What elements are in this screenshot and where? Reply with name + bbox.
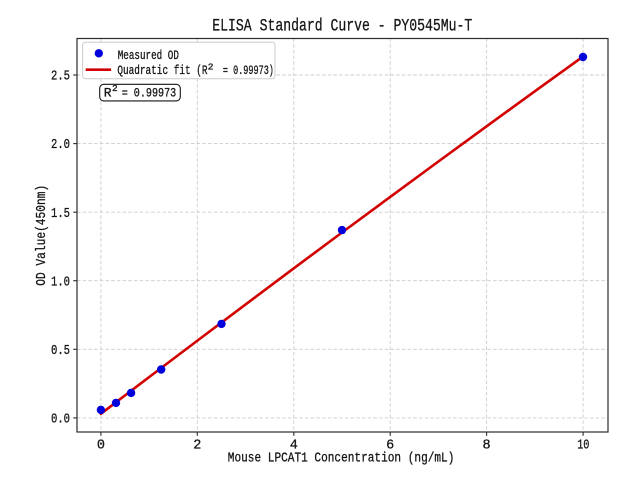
- svg-text:1.0: 1.0: [51, 275, 70, 290]
- svg-text:= 0.99973: = 0.99973: [122, 86, 177, 101]
- svg-text:0: 0: [97, 438, 105, 453]
- svg-text:= 0.99973): = 0.99973): [223, 64, 274, 78]
- svg-text:0.5: 0.5: [51, 344, 70, 359]
- svg-text:2: 2: [112, 83, 118, 94]
- svg-text:2.5: 2.5: [51, 70, 70, 85]
- svg-text:2: 2: [208, 61, 214, 72]
- svg-text:Quadratic fit (R: Quadratic fit (R: [117, 64, 207, 78]
- svg-text:R: R: [104, 86, 112, 101]
- svg-text:0.0: 0.0: [51, 413, 70, 428]
- svg-text:4: 4: [290, 438, 298, 453]
- svg-text:1.5: 1.5: [51, 207, 70, 222]
- svg-text:ELISA Standard Curve - PY0545M: ELISA Standard Curve - PY0545Mu-T: [212, 18, 472, 37]
- svg-text:2.0: 2.0: [51, 138, 70, 153]
- svg-text:OD Value(450nm): OD Value(450nm): [35, 185, 50, 286]
- svg-text:Mouse LPCAT1 Concentration (ng: Mouse LPCAT1 Concentration (ng/mL): [228, 452, 455, 467]
- svg-text:8: 8: [483, 438, 491, 453]
- svg-text:10: 10: [577, 438, 589, 453]
- svg-text:Measured OD: Measured OD: [118, 49, 179, 63]
- svg-text:6: 6: [386, 438, 394, 453]
- svg-text:2: 2: [193, 438, 201, 453]
